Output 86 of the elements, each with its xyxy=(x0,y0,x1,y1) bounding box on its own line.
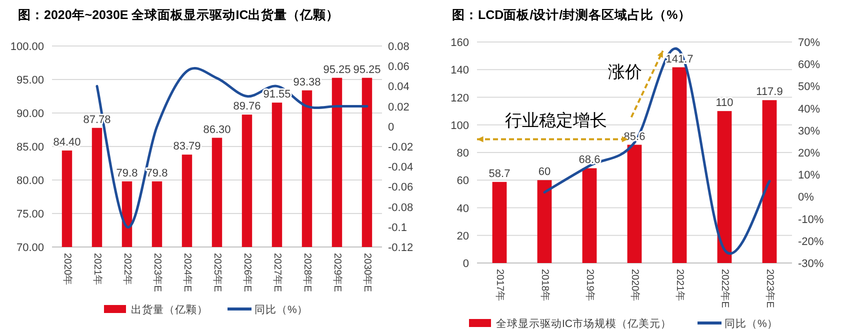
y2-tick-label: -10% xyxy=(798,214,824,226)
y2-tick-label: 0% xyxy=(798,192,814,204)
x-tick-label: 2020年 xyxy=(62,253,74,286)
legend-label: 出货量（亿颗） xyxy=(131,303,208,316)
y-tick-label: 60 xyxy=(456,175,469,188)
y-tick-label: 100.00 xyxy=(10,41,44,53)
y-tick-label: 95.00 xyxy=(16,74,44,86)
x-tick-label: 2021年 xyxy=(674,269,686,302)
y-tick-label: 90.00 xyxy=(16,108,44,120)
x-tick-label: 2029年E xyxy=(332,253,344,292)
x-tick-label: 2017年 xyxy=(494,269,506,302)
y-tick-label: 140 xyxy=(450,64,469,77)
legend-label: 全球显示驱动IC市场规模（亿美元） xyxy=(496,317,672,329)
y2-tick-label: 40% xyxy=(798,103,820,116)
data-label: 95.25 xyxy=(353,64,381,76)
y-tick-label: 80 xyxy=(456,148,469,160)
y-tick-label: 70.00 xyxy=(16,242,44,254)
y2-tick-label: -0.1 xyxy=(388,222,407,234)
data-label: 83.79 xyxy=(173,140,201,153)
chart-title: 图：2020年~2030E 全球面板显示驱动IC出货量（亿颗） xyxy=(18,7,340,22)
legend-label: 同比（%） xyxy=(724,317,778,329)
annotation: 行业稳定增长 xyxy=(504,110,607,130)
annotation: 涨价 xyxy=(608,62,642,82)
x-tick-label: 2021年 xyxy=(92,253,104,286)
y-tick-label: 120 xyxy=(450,92,469,104)
y-tick-label: 80.00 xyxy=(16,175,44,187)
data-label: 117.9 xyxy=(756,86,783,98)
bar xyxy=(537,180,552,263)
y2-tick-label: -0.06 xyxy=(388,182,414,194)
x-tick-label: 2020年 xyxy=(629,269,641,302)
bar xyxy=(492,182,507,263)
chart-title: 图：LCD面板/设计/封测各区域占比（%） xyxy=(452,8,691,22)
y2-tick-label: 70% xyxy=(798,37,820,49)
y2-tick-label: 0 xyxy=(388,121,394,134)
y2-tick-label: 0.02 xyxy=(388,101,410,114)
x-tick-label: 2022年E xyxy=(719,269,731,308)
x-tick-label: 2023年E xyxy=(152,253,164,292)
bar xyxy=(717,111,732,263)
data-label: 95.25 xyxy=(323,64,351,76)
y2-tick-label: 60% xyxy=(798,59,820,72)
x-tick-label: 2025年E xyxy=(212,253,224,292)
y2-tick-label: 20% xyxy=(798,148,820,160)
y-tick-label: 40 xyxy=(456,202,469,215)
y2-tick-label: 0.04 xyxy=(388,81,410,94)
x-tick-label: 2018年 xyxy=(539,269,551,302)
data-label: 79.8 xyxy=(116,167,138,180)
x-tick-label: 2019年 xyxy=(584,269,596,302)
y2-tick-label: -20% xyxy=(798,236,824,248)
y-tick-label: 100 xyxy=(450,120,469,132)
x-tick-label: 2023年E xyxy=(764,269,776,308)
y2-tick-label: -0.04 xyxy=(388,162,414,174)
x-tick-label: 2028年E xyxy=(302,253,314,292)
data-label: 91.55 xyxy=(263,88,291,101)
legend-label: 同比（%） xyxy=(254,303,308,316)
y-tick-label: 85.00 xyxy=(16,142,44,154)
y-tick-label: 0 xyxy=(462,258,469,270)
x-tick-label: 2026年E xyxy=(242,253,254,292)
x-tick-label: 2030年E xyxy=(362,253,374,292)
data-label: 93.38 xyxy=(293,76,321,88)
data-label: 58.7 xyxy=(488,168,510,180)
bar xyxy=(672,67,687,263)
bar xyxy=(762,100,777,263)
data-label: 68.6 xyxy=(578,154,600,166)
y2-tick-label: 0.08 xyxy=(388,41,410,53)
data-label: 60 xyxy=(538,166,551,178)
y-tick-label: 160 xyxy=(450,37,469,49)
y2-tick-label: 0.06 xyxy=(388,61,410,74)
data-label: 79.8 xyxy=(146,167,168,180)
y2-tick-label: -0.08 xyxy=(388,202,414,214)
data-label: 89.76 xyxy=(233,100,261,113)
y2-tick-label: -0.02 xyxy=(388,142,414,154)
x-tick-label: 2027年E xyxy=(272,253,284,292)
y-tick-label: 20 xyxy=(456,230,469,242)
data-label: 110 xyxy=(716,97,734,110)
x-tick-label: 2022年 xyxy=(122,253,134,286)
data-label: 84.40 xyxy=(53,136,81,149)
y2-tick-label: -30% xyxy=(798,258,824,270)
data-label: 86.30 xyxy=(203,124,231,136)
y2-tick-label: 10% xyxy=(798,170,820,182)
bar xyxy=(627,144,642,263)
y-tick-label: 75.00 xyxy=(16,208,44,220)
y2-tick-label: 50% xyxy=(798,81,820,94)
x-tick-label: 2024年E xyxy=(182,253,194,292)
y2-tick-label: -0.12 xyxy=(388,242,414,254)
y2-tick-label: 30% xyxy=(798,125,820,138)
bar xyxy=(582,168,597,263)
